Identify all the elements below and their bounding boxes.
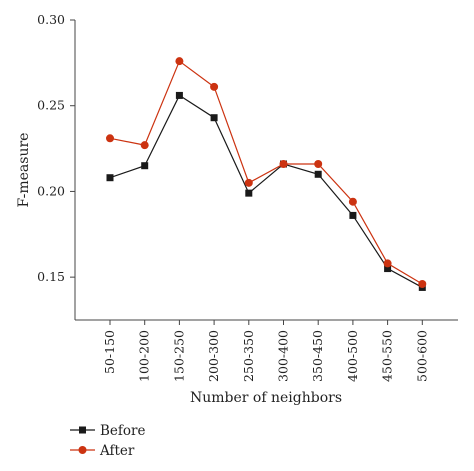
data-point bbox=[210, 114, 218, 122]
data-point bbox=[106, 134, 114, 143]
data-point bbox=[140, 141, 149, 150]
x-tick-label: 350-450 bbox=[310, 330, 325, 382]
legend-label-after: After bbox=[99, 443, 135, 459]
x-tick-label: 250-350 bbox=[241, 330, 256, 382]
legend-marker-after bbox=[78, 446, 87, 454]
legend: Before After bbox=[70, 423, 145, 459]
series-line bbox=[109, 60, 423, 285]
y-tick-label: 0.15 bbox=[37, 269, 65, 284]
x-tick-label: 150-250 bbox=[171, 330, 186, 382]
legend-item-after: After bbox=[70, 443, 135, 459]
x-tick-label: 100-200 bbox=[137, 330, 152, 382]
data-point bbox=[418, 280, 427, 288]
y-tick-label: 0.20 bbox=[37, 183, 65, 198]
data-point bbox=[106, 174, 114, 182]
data-point bbox=[314, 170, 322, 178]
series-after bbox=[106, 57, 427, 288]
x-tick-label: 300-400 bbox=[276, 330, 291, 382]
legend-marker-before bbox=[79, 426, 86, 434]
data-point bbox=[384, 265, 392, 273]
axes bbox=[70, 19, 458, 325]
legend-label-before: Before bbox=[100, 423, 145, 439]
data-point bbox=[279, 160, 288, 168]
data-point bbox=[141, 162, 149, 170]
y-tick-labels: 0.15 0.20 0.25 0.30 bbox=[37, 12, 65, 284]
x-tick-label: 450-550 bbox=[380, 330, 395, 382]
data-point bbox=[175, 57, 184, 66]
x-tick-labels: 50-150 100-200 150-250 200-300 250-350 300-40… bbox=[102, 330, 429, 382]
x-tick-label: 200-300 bbox=[206, 330, 221, 382]
legend-item-before: Before bbox=[70, 423, 145, 439]
data-point bbox=[244, 178, 253, 187]
data-point bbox=[210, 82, 219, 91]
x-axis-label: Number of neighbors bbox=[190, 390, 342, 406]
data-point bbox=[314, 160, 323, 168]
x-tick-label: 500-600 bbox=[414, 330, 429, 382]
series-layer bbox=[106, 57, 427, 291]
x-tick-label: 400-500 bbox=[345, 330, 360, 382]
y-tick-label: 0.30 bbox=[37, 12, 65, 27]
y-axis-label: F-measure bbox=[16, 133, 32, 208]
data-point bbox=[245, 189, 253, 197]
series-line bbox=[109, 94, 423, 288]
data-point bbox=[349, 211, 357, 219]
data-point bbox=[175, 91, 183, 99]
x-tick-label: 50-150 bbox=[102, 330, 117, 374]
data-point bbox=[383, 259, 392, 268]
data-point bbox=[348, 197, 357, 206]
y-tick-label: 0.25 bbox=[37, 98, 65, 113]
